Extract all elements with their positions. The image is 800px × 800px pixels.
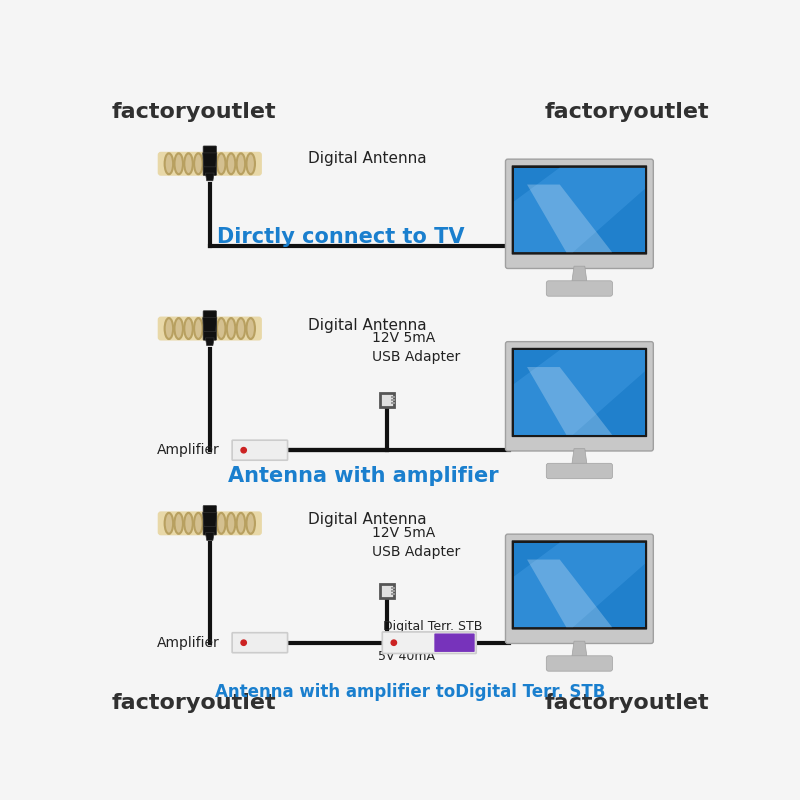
FancyBboxPatch shape	[158, 317, 262, 341]
Polygon shape	[527, 367, 612, 435]
FancyBboxPatch shape	[380, 394, 394, 407]
Text: Antenna with amplifier: Antenna with amplifier	[229, 466, 499, 486]
Polygon shape	[514, 542, 645, 627]
Ellipse shape	[194, 154, 202, 174]
Ellipse shape	[165, 318, 173, 339]
Text: 12V 5mA
USB Adapter: 12V 5mA USB Adapter	[371, 331, 460, 364]
Polygon shape	[514, 168, 645, 252]
Polygon shape	[527, 559, 612, 627]
FancyBboxPatch shape	[380, 584, 394, 598]
Text: factoryoutlet: factoryoutlet	[544, 102, 709, 122]
Ellipse shape	[194, 513, 202, 534]
Circle shape	[241, 447, 246, 453]
Ellipse shape	[237, 154, 245, 174]
Ellipse shape	[217, 513, 226, 534]
Text: 12V 5mA
USB Adapter: 12V 5mA USB Adapter	[371, 526, 460, 559]
Ellipse shape	[165, 513, 173, 534]
FancyBboxPatch shape	[514, 542, 645, 627]
Ellipse shape	[217, 154, 226, 174]
FancyBboxPatch shape	[512, 166, 647, 254]
Text: Digital Terr. STB: Digital Terr. STB	[383, 619, 482, 633]
Circle shape	[241, 640, 246, 646]
Polygon shape	[206, 533, 214, 540]
FancyBboxPatch shape	[203, 310, 217, 340]
Circle shape	[391, 640, 397, 646]
FancyBboxPatch shape	[546, 656, 613, 671]
FancyBboxPatch shape	[390, 402, 395, 404]
FancyBboxPatch shape	[434, 634, 474, 652]
FancyBboxPatch shape	[390, 593, 395, 595]
FancyBboxPatch shape	[390, 587, 395, 589]
FancyBboxPatch shape	[546, 281, 613, 296]
Ellipse shape	[184, 154, 193, 174]
Ellipse shape	[174, 513, 183, 534]
FancyBboxPatch shape	[506, 159, 654, 269]
Polygon shape	[202, 153, 217, 167]
Polygon shape	[202, 318, 217, 332]
FancyBboxPatch shape	[512, 540, 647, 630]
Ellipse shape	[165, 154, 173, 174]
Text: 5V 40mA: 5V 40mA	[378, 650, 434, 663]
Ellipse shape	[227, 318, 235, 339]
Text: Digital Antenna: Digital Antenna	[308, 151, 427, 166]
Ellipse shape	[174, 154, 183, 174]
FancyBboxPatch shape	[390, 590, 395, 592]
Polygon shape	[572, 641, 587, 658]
Ellipse shape	[237, 513, 245, 534]
FancyBboxPatch shape	[390, 399, 395, 402]
Text: factoryoutlet: factoryoutlet	[111, 102, 276, 122]
Polygon shape	[572, 449, 587, 466]
FancyBboxPatch shape	[232, 633, 287, 653]
FancyBboxPatch shape	[203, 506, 217, 535]
FancyBboxPatch shape	[506, 342, 654, 451]
FancyBboxPatch shape	[514, 350, 645, 435]
Ellipse shape	[246, 318, 255, 339]
Polygon shape	[514, 350, 645, 435]
Polygon shape	[527, 185, 612, 252]
FancyBboxPatch shape	[158, 511, 262, 535]
Polygon shape	[202, 513, 217, 526]
Text: Dirctly connect to TV: Dirctly connect to TV	[217, 227, 465, 247]
Ellipse shape	[184, 513, 193, 534]
FancyBboxPatch shape	[512, 348, 647, 437]
Ellipse shape	[174, 318, 183, 339]
FancyBboxPatch shape	[506, 534, 654, 643]
Ellipse shape	[217, 318, 226, 339]
Text: factoryoutlet: factoryoutlet	[544, 693, 709, 713]
Text: Digital Antenna: Digital Antenna	[308, 318, 427, 333]
Text: Amplifier: Amplifier	[157, 636, 220, 650]
Ellipse shape	[246, 513, 255, 534]
Ellipse shape	[194, 318, 202, 339]
Text: Digital Antenna: Digital Antenna	[308, 512, 427, 527]
FancyBboxPatch shape	[546, 463, 613, 478]
Polygon shape	[206, 173, 214, 181]
FancyBboxPatch shape	[158, 152, 262, 176]
FancyBboxPatch shape	[382, 632, 476, 654]
Polygon shape	[206, 338, 214, 346]
FancyBboxPatch shape	[514, 168, 645, 252]
Ellipse shape	[227, 513, 235, 534]
Ellipse shape	[246, 154, 255, 174]
Ellipse shape	[237, 318, 245, 339]
Text: Amplifier: Amplifier	[157, 443, 220, 457]
Ellipse shape	[227, 154, 235, 174]
Text: Antenna with amplifier toDigital Terr. STB: Antenna with amplifier toDigital Terr. S…	[215, 682, 605, 701]
FancyBboxPatch shape	[203, 146, 217, 175]
Text: factoryoutlet: factoryoutlet	[111, 693, 276, 713]
Ellipse shape	[184, 318, 193, 339]
Polygon shape	[572, 266, 587, 283]
FancyBboxPatch shape	[232, 440, 287, 460]
FancyBboxPatch shape	[390, 396, 395, 398]
